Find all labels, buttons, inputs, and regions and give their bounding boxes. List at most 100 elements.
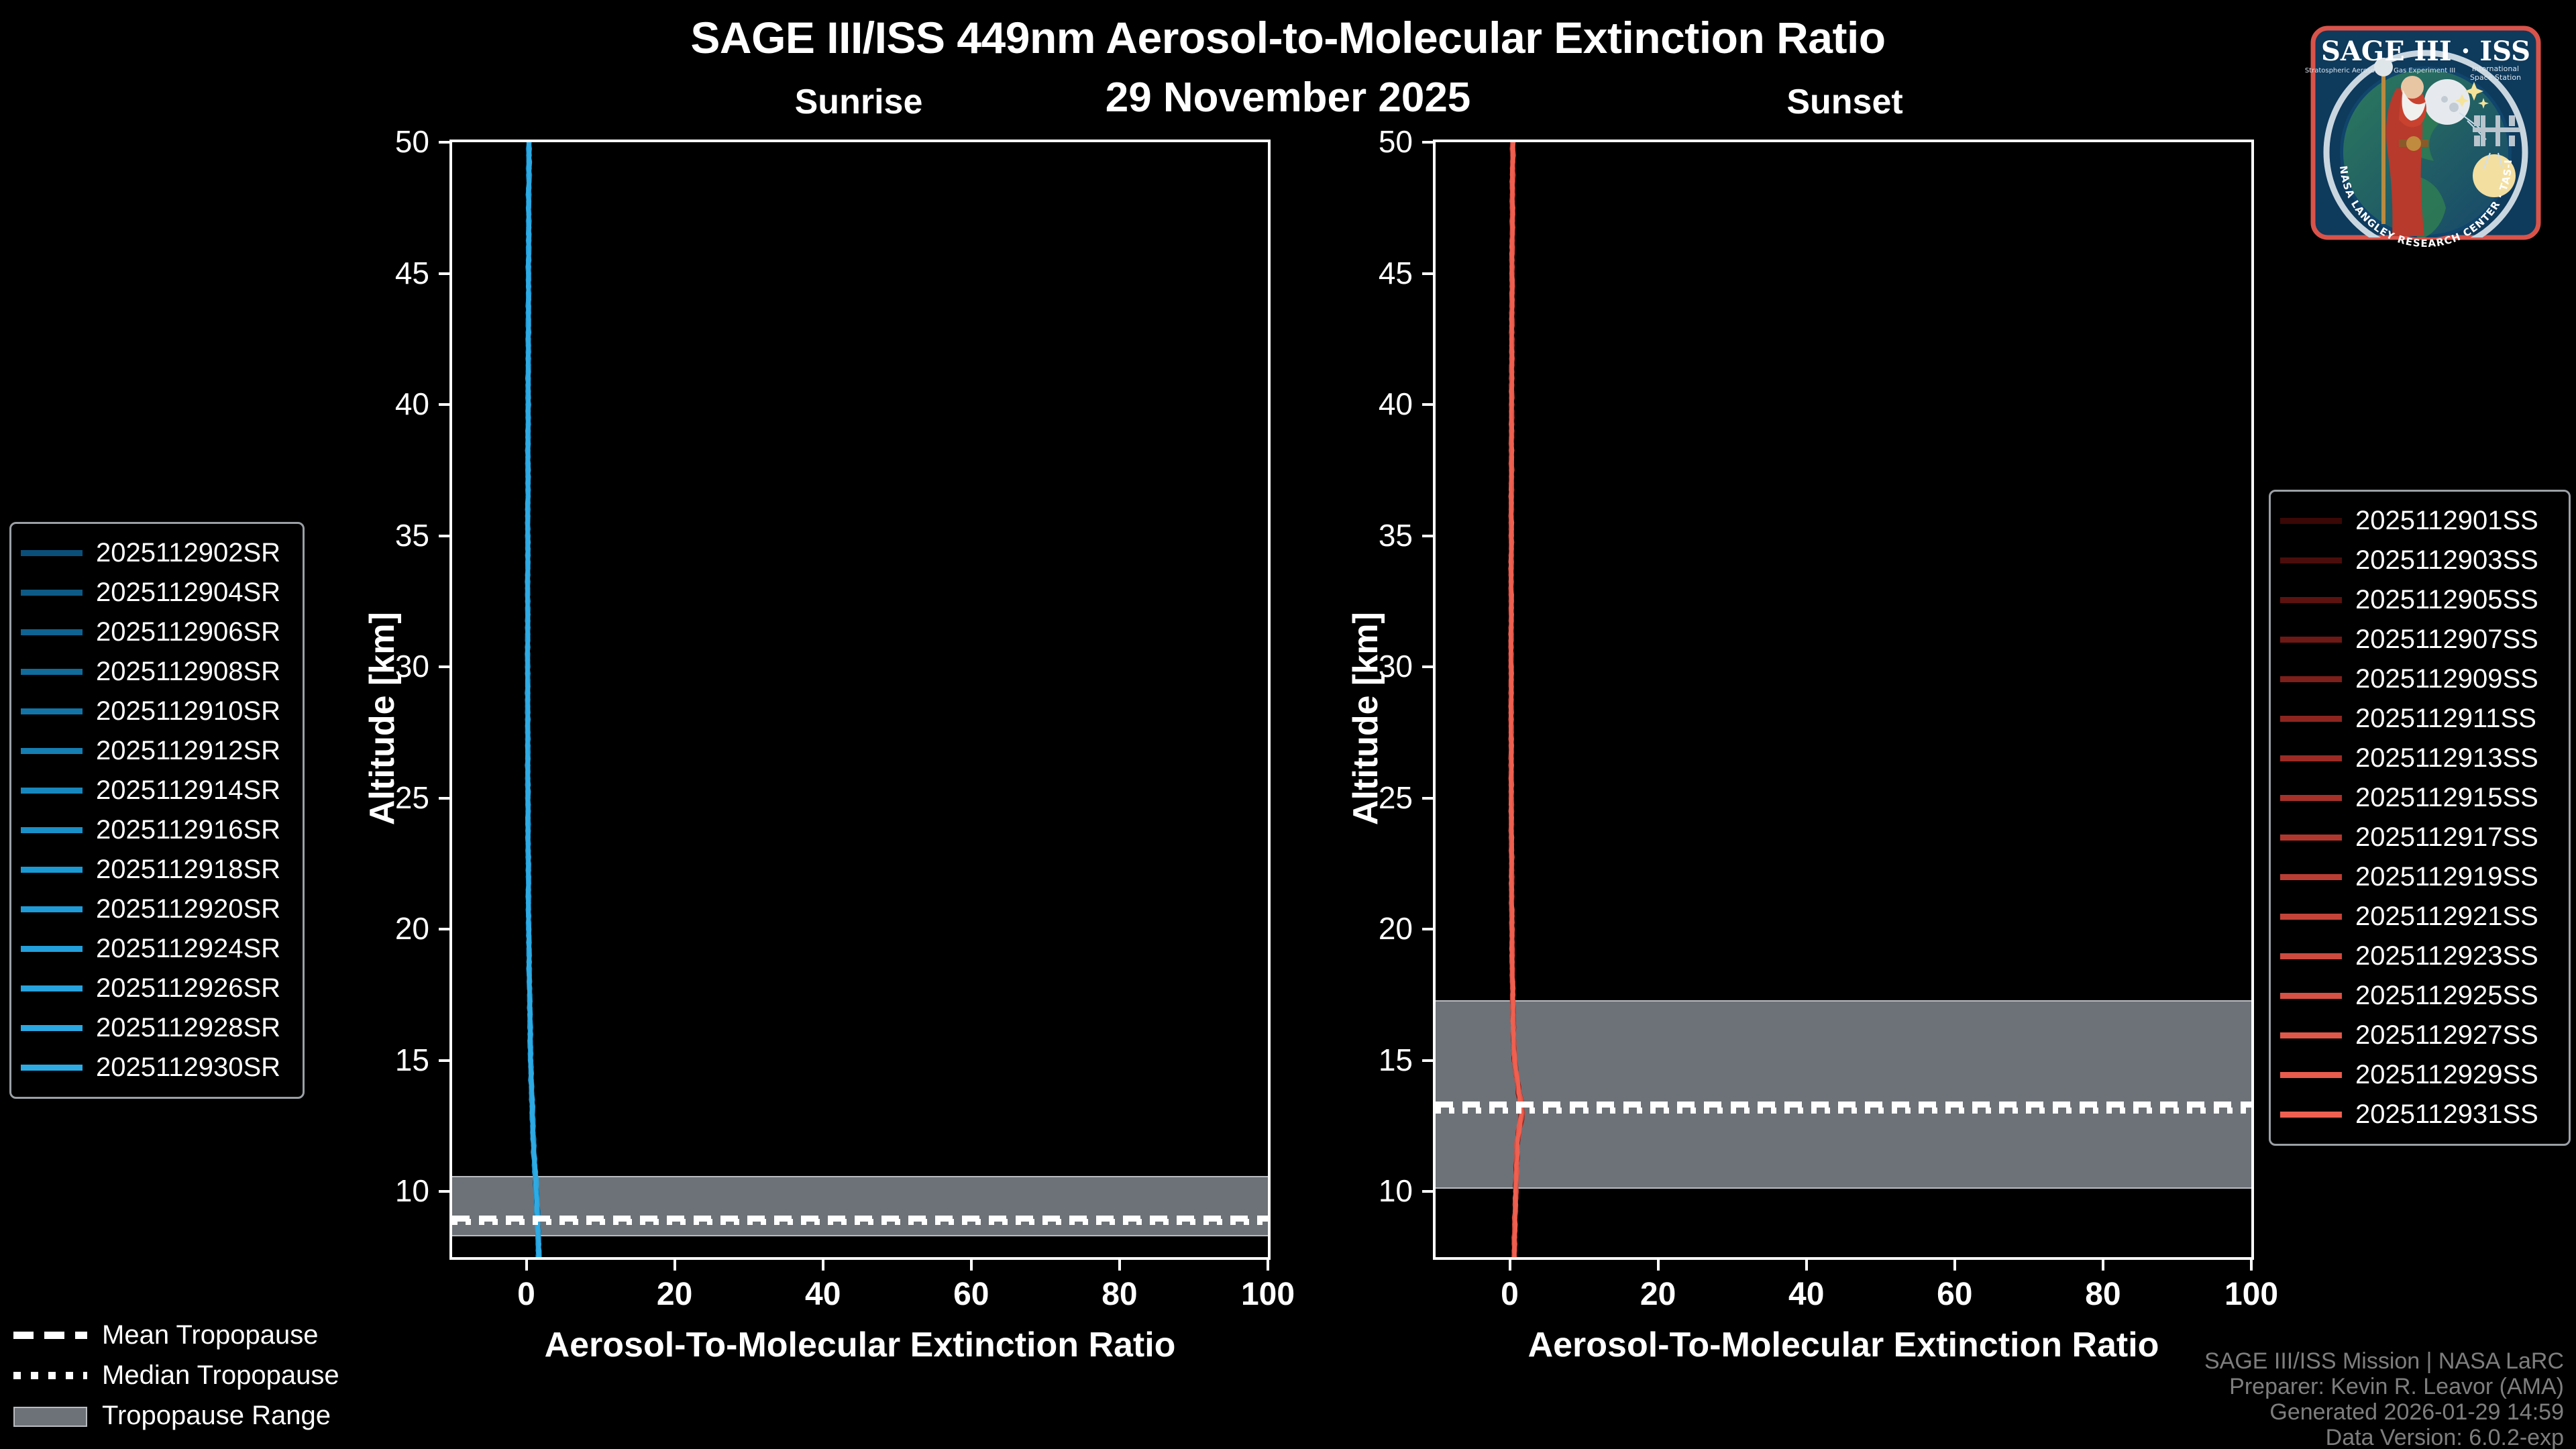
legend-item-2025112905SS[interactable]: 2025112905SS xyxy=(2280,580,2555,620)
legend-item-2025112924SR[interactable]: 2025112924SR xyxy=(21,929,289,969)
legend-item-label: 2025112924SR xyxy=(96,934,281,963)
legend-item-2025112929SS[interactable]: 2025112929SS xyxy=(2280,1055,2555,1095)
y-tick-label-10: 10 xyxy=(394,1173,429,1209)
legend-item-2025112912SR[interactable]: 2025112912SR xyxy=(21,731,289,771)
legend-item-2025112925SS[interactable]: 2025112925SS xyxy=(2280,976,2555,1016)
legend-item-2025112914SR[interactable]: 2025112914SR xyxy=(21,771,289,810)
tropopause-legend-swatch-dotted xyxy=(13,1366,87,1384)
legend-color-swatch xyxy=(21,708,83,714)
legend-sunrise-events[interactable]: 2025112902SR 2025112904SR 2025112906SR 2025… xyxy=(9,522,305,1099)
legend-item-label: 2025112905SS xyxy=(2355,585,2538,614)
x-tick-label-60: 60 xyxy=(1937,1277,1973,1312)
legend-color-swatch xyxy=(21,550,83,556)
legend-item-2025112908SR[interactable]: 2025112908SR xyxy=(21,652,289,692)
y-tick-label-40: 40 xyxy=(394,386,429,422)
y-tick-label-30: 30 xyxy=(1378,649,1413,684)
legend-color-swatch xyxy=(2280,874,2342,880)
legend-color-swatch xyxy=(2280,755,2342,761)
profile-trace xyxy=(1508,142,1524,1257)
legend-item-label: 2025112914SR xyxy=(96,775,281,805)
legend-color-swatch xyxy=(2280,676,2342,682)
swatch-mark xyxy=(13,1372,87,1379)
y-tick-30 xyxy=(1422,665,1433,669)
legend-item-2025112921SS[interactable]: 2025112921SS xyxy=(2280,897,2555,936)
x-axis-title-sunrise: Aerosol-To-Molecular Extinction Ratio xyxy=(544,1326,1176,1364)
legend-item-label: 2025112909SS xyxy=(2355,664,2538,694)
legend-color-swatch xyxy=(21,1065,83,1071)
legend-item-label: 2025112917SS xyxy=(2355,822,2538,852)
legend-item-2025112904SR[interactable]: 2025112904SR xyxy=(21,573,289,612)
legend-item-2025112915SS[interactable]: 2025112915SS xyxy=(2280,778,2555,818)
x-tick-label-100: 100 xyxy=(2224,1277,2279,1312)
x-tick-80 xyxy=(1118,1260,1121,1271)
tropopause-legend-label: Tropopause Range xyxy=(102,1400,331,1430)
legend-item-label: 2025112913SS xyxy=(2355,743,2538,773)
legend-item-2025112907SS[interactable]: 2025112907SS xyxy=(2280,620,2555,659)
legend-item-2025112918SR[interactable]: 2025112918SR xyxy=(21,850,289,890)
legend-item-2025112902SR[interactable]: 2025112902SR xyxy=(21,533,289,573)
legend-item-2025112901SS[interactable]: 2025112901SS xyxy=(2280,501,2555,541)
legend-sunset-events[interactable]: 2025112901SS 2025112903SS 2025112905SS 2025… xyxy=(2269,490,2571,1146)
legend-tropopause: Mean Tropopause Median Tropopause Tropopau… xyxy=(13,1315,339,1436)
legend-item-2025112903SS[interactable]: 2025112903SS xyxy=(2280,541,2555,580)
legend-color-swatch xyxy=(21,669,83,675)
median-tropopause-line xyxy=(1436,1108,2251,1114)
legend-color-swatch xyxy=(2280,795,2342,801)
x-tick-label-0: 0 xyxy=(1501,1277,1519,1312)
x-tick-label-20: 20 xyxy=(1640,1277,1676,1312)
legend-color-swatch xyxy=(21,748,83,754)
panel-title-sunset: Sunset xyxy=(1786,83,1903,121)
legend-item-2025112919SS[interactable]: 2025112919SS xyxy=(2280,857,2555,897)
x-tick-60 xyxy=(1953,1260,1956,1271)
legend-item-2025112911SS[interactable]: 2025112911SS xyxy=(2280,699,2555,739)
legend-item-2025112920SR[interactable]: 2025112920SR xyxy=(21,890,289,929)
legend-item-2025112916SR[interactable]: 2025112916SR xyxy=(21,810,289,850)
x-tick-80 xyxy=(2101,1260,2104,1271)
legend-color-swatch xyxy=(21,827,83,833)
legend-item-label: 2025112902SR xyxy=(96,538,281,568)
median-tropopause-line xyxy=(452,1219,1268,1226)
legend-color-swatch xyxy=(2280,1112,2342,1118)
legend-color-swatch xyxy=(21,1025,83,1031)
y-tick-40 xyxy=(439,403,449,407)
legend-item-2025112917SS[interactable]: 2025112917SS xyxy=(2280,818,2555,857)
legend-item-2025112906SR[interactable]: 2025112906SR xyxy=(21,612,289,652)
y-tick-label-45: 45 xyxy=(394,255,429,290)
legend-item-2025112913SS[interactable]: 2025112913SS xyxy=(2280,739,2555,778)
legend-color-swatch xyxy=(21,867,83,873)
y-tick-10 xyxy=(1422,1190,1433,1193)
x-tick-label-100: 100 xyxy=(1240,1277,1295,1312)
y-tick-25 xyxy=(439,796,449,800)
y-tick-label-50: 50 xyxy=(1378,124,1413,159)
plot-area-sunset xyxy=(1433,140,2254,1260)
plot-area-sunrise xyxy=(449,140,1271,1260)
legend-item-2025112910SR[interactable]: 2025112910SR xyxy=(21,692,289,731)
y-tick-45 xyxy=(1422,272,1433,275)
legend-item-label: 2025112920SR xyxy=(96,894,281,924)
legend-item-2025112923SS[interactable]: 2025112923SS xyxy=(2280,936,2555,976)
legend-item-label: 2025112911SS xyxy=(2355,704,2536,733)
tropopause-legend-item: Mean Tropopause xyxy=(13,1315,339,1355)
x-tick-20 xyxy=(1656,1260,1660,1271)
x-tick-label-40: 40 xyxy=(805,1277,841,1312)
tropopause-legend-item: Tropopause Range xyxy=(13,1395,339,1436)
y-tick-label-40: 40 xyxy=(1378,386,1413,422)
legend-item-label: 2025112921SS xyxy=(2355,902,2538,931)
swatch-mark xyxy=(13,1332,87,1339)
y-tick-20 xyxy=(439,928,449,931)
tropopause-legend-swatch-band xyxy=(13,1407,87,1427)
legend-item-2025112930SR[interactable]: 2025112930SR xyxy=(21,1048,289,1087)
y-tick-label-30: 30 xyxy=(394,649,429,684)
legend-item-label: 2025112907SS xyxy=(2355,625,2538,654)
legend-item-2025112931SS[interactable]: 2025112931SS xyxy=(2280,1095,2555,1134)
legend-color-swatch xyxy=(2280,953,2342,959)
legend-color-swatch xyxy=(2280,914,2342,920)
legend-item-2025112926SR[interactable]: 2025112926SR xyxy=(21,969,289,1008)
legend-item-label: 2025112912SR xyxy=(96,736,281,765)
legend-color-swatch xyxy=(21,629,83,635)
profile-trace xyxy=(525,142,541,1257)
x-tick-40 xyxy=(1805,1260,1808,1271)
legend-item-2025112927SS[interactable]: 2025112927SS xyxy=(2280,1016,2555,1055)
legend-item-2025112909SS[interactable]: 2025112909SS xyxy=(2280,659,2555,699)
legend-item-2025112928SR[interactable]: 2025112928SR xyxy=(21,1008,289,1048)
